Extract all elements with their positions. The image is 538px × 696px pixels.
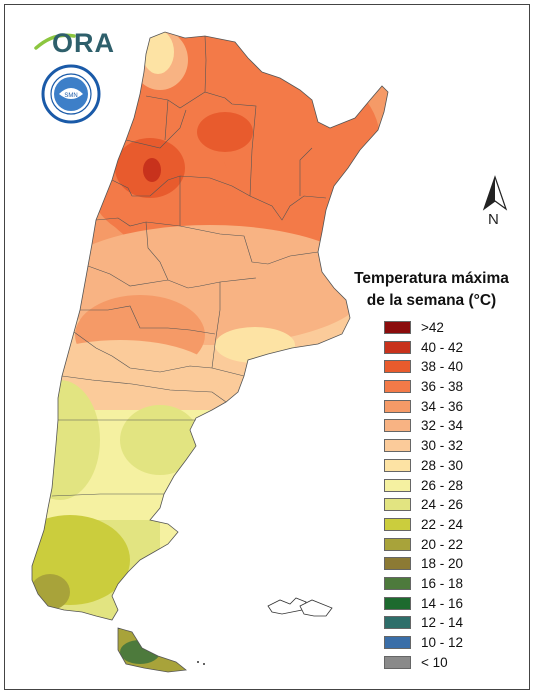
legend-range-label: 40 - 42 [421, 339, 464, 355]
north-label: N [488, 211, 499, 228]
legend-range-label: 36 - 38 [421, 379, 464, 395]
malvinas-islands [267, 597, 333, 617]
legend-range-label: 10 - 12 [421, 635, 464, 650]
legend-item: 24 - 26 [384, 496, 524, 516]
legend-swatch [384, 478, 411, 492]
legend-item: 28 - 30 [384, 457, 524, 477]
legend-swatch [384, 399, 411, 413]
legend: Temperatura máxima de la semana (°C) >42… [344, 268, 519, 670]
legend-swatch [384, 321, 411, 334]
legend-range-label: 24 - 26 [421, 497, 464, 513]
legend-swatch [384, 419, 411, 433]
legend-item: 38 - 40 [384, 358, 524, 378]
legend-item: < 10 [384, 654, 524, 674]
legend-range-label: 20 - 22 [421, 536, 464, 552]
legend-item: 16 - 18 [384, 575, 524, 595]
legend-swatch [384, 636, 411, 649]
legend-item: 32 - 34 [384, 417, 524, 437]
legend-range-label: 32 - 34 [421, 418, 464, 434]
legend-swatch [384, 458, 411, 472]
legend-range-label: 34 - 36 [421, 398, 464, 414]
legend-item: 40 - 42 [384, 339, 524, 359]
legend-title-line1: Temperatura máxima [354, 270, 509, 287]
country-outline [31, 31, 389, 621]
legend-range-label: >42 [421, 320, 444, 335]
svg-text:SMN: SMN [64, 93, 77, 99]
province-borders [51, 35, 327, 497]
legend-swatch [384, 498, 411, 512]
legend-range-label: 12 - 14 [421, 615, 464, 631]
legend-item: 30 - 32 [384, 437, 524, 457]
legend-swatch [384, 616, 411, 630]
legend-swatch [384, 557, 411, 571]
legend-range-label: 28 - 30 [421, 457, 464, 473]
legend-items: >42 40 - 42 38 - 40 36 - 38 34 - 36 32 - 34 30… [384, 319, 524, 673]
legend-item: 34 - 36 [384, 398, 524, 418]
legend-item: 12 - 14 [384, 614, 524, 634]
legend-item: 22 - 24 [384, 516, 524, 536]
legend-range-label: 14 - 16 [421, 595, 464, 611]
legend-range-label: 30 - 32 [421, 438, 464, 454]
legend-swatch [384, 439, 411, 453]
legend-swatch [384, 576, 411, 590]
legend-item: 10 - 12 [384, 634, 524, 654]
north-arrow-icon [482, 175, 508, 211]
legend-item: 26 - 28 [384, 477, 524, 497]
legend-range-label: < 10 [421, 654, 448, 670]
legend-item: 14 - 16 [384, 595, 524, 615]
legend-item: 20 - 22 [384, 536, 524, 556]
legend-swatch [384, 517, 411, 531]
tierra-del-fuego [118, 628, 186, 672]
legend-item: >42 [384, 319, 524, 339]
legend-swatch [384, 655, 411, 669]
legend-swatch [384, 380, 411, 394]
legend-range-label: 18 - 20 [421, 556, 464, 572]
legend-swatch [384, 340, 411, 354]
legend-range-label: 22 - 24 [421, 516, 464, 532]
legend-range-label: 16 - 18 [421, 575, 464, 591]
legend-swatch [384, 596, 411, 610]
legend-item: 18 - 20 [384, 555, 524, 575]
tierra-del-fuego-outline [117, 627, 188, 673]
south-sandwich-dots [197, 661, 205, 665]
legend-range-label: 38 - 40 [421, 359, 464, 375]
legend-swatch [384, 360, 411, 374]
legend-swatch [384, 537, 411, 551]
ora-logo-arc [34, 33, 76, 50]
legend-range-label: 26 - 28 [421, 477, 464, 493]
ora-logo: ORA [52, 28, 115, 58]
legend-item: 36 - 38 [384, 378, 524, 398]
legend-title-line2: de la semana (°C) [366, 292, 497, 309]
smn-seal: SMN [41, 64, 101, 124]
